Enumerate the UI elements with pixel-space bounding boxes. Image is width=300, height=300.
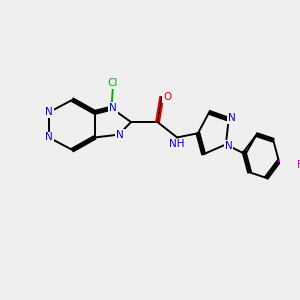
Text: O: O xyxy=(163,92,171,102)
Text: N: N xyxy=(225,141,232,151)
Text: Cl: Cl xyxy=(108,78,118,88)
Text: NH: NH xyxy=(169,140,185,149)
Text: N: N xyxy=(228,113,235,123)
Text: F: F xyxy=(297,160,300,170)
Text: N: N xyxy=(45,107,53,117)
Text: N: N xyxy=(45,133,53,142)
Text: N: N xyxy=(109,103,117,113)
Text: N: N xyxy=(116,130,124,140)
